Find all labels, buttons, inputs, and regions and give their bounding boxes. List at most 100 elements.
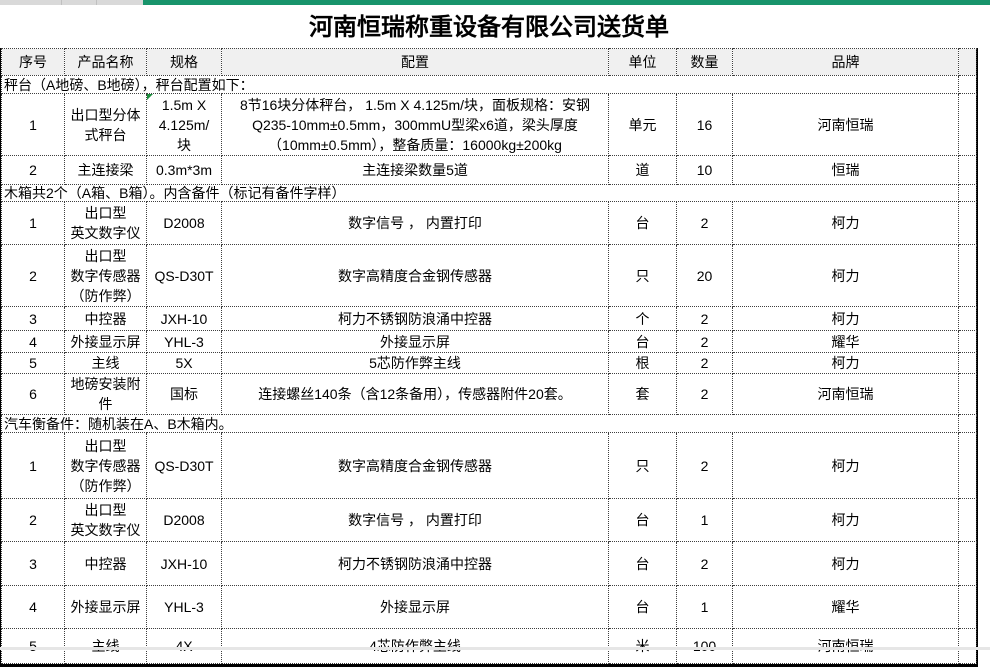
cell-no[interactable]: 3 [1, 306, 65, 331]
cell-pad[interactable] [958, 306, 977, 331]
cell-brand[interactable]: 恒瑞 [732, 155, 959, 185]
cell-qty[interactable]: 10 [676, 155, 733, 185]
cell-qty[interactable]: 2 [676, 541, 733, 586]
cell-unit[interactable]: 台 [608, 541, 677, 586]
cell-product-name[interactable]: 外接显示屏 [64, 585, 147, 629]
cell-pad[interactable] [958, 585, 977, 629]
cell-unit[interactable]: 台 [608, 498, 677, 542]
cell-product-name[interactable]: 主线 [64, 352, 147, 374]
cell-brand[interactable]: 柯力 [732, 352, 959, 374]
cell-unit[interactable]: 只 [608, 244, 677, 307]
cell-pad[interactable] [958, 93, 977, 156]
cell-config[interactable]: 主连接梁数量5道 [221, 155, 609, 185]
cell-spec[interactable]: D2008 [146, 498, 222, 542]
section-label-scale-platform[interactable]: 秤台（A地磅、B地磅），秤台配置如下： [1, 75, 959, 94]
cell-pad[interactable] [958, 498, 977, 542]
cell-config[interactable]: 外接显示屏 [221, 585, 609, 629]
cell-qty[interactable]: 16 [676, 93, 733, 156]
cell-spec[interactable]: 国标 [146, 373, 222, 415]
header-pad-cell[interactable] [958, 48, 977, 76]
header-brand[interactable]: 品牌 [732, 48, 959, 76]
cell-product-name[interactable]: 出口型 英文数字仪 [64, 498, 147, 542]
cell-product-name[interactable]: 主线 [64, 628, 147, 664]
cell-pad[interactable] [958, 352, 977, 374]
cell-qty[interactable]: 2 [676, 373, 733, 415]
cell-no[interactable]: 4 [1, 585, 65, 629]
header-qty[interactable]: 数量 [676, 48, 733, 76]
section-pad-cell[interactable] [958, 184, 977, 202]
cell-product-name[interactable]: 外接显示屏 [64, 330, 147, 353]
cell-brand[interactable]: 柯力 [732, 541, 959, 586]
cell-no[interactable]: 2 [1, 155, 65, 185]
cell-product-name[interactable]: 出口型 数字传感器 （防作弊） [64, 432, 147, 499]
cell-config[interactable]: 数字高精度合金钢传感器 [221, 432, 609, 499]
cell-qty[interactable]: 2 [676, 352, 733, 374]
cell-no[interactable]: 5 [1, 628, 65, 664]
cell-config[interactable]: 数字信号 ， 内置打印 [221, 498, 609, 542]
cell-config[interactable]: 外接显示屏 [221, 330, 609, 353]
cell-pad[interactable] [958, 373, 977, 415]
cell-no[interactable]: 6 [1, 373, 65, 415]
cell-no[interactable]: 2 [1, 498, 65, 542]
cell-brand[interactable]: 柯力 [732, 201, 959, 245]
cell-product-name[interactable]: 出口型分体 式秤台 [64, 93, 147, 156]
cell-product-name[interactable]: 出口型 英文数字仪 [64, 201, 147, 245]
cell-spec[interactable]: 1.5m X 4.125m/ 块 [146, 93, 222, 156]
cell-config[interactable]: 数字高精度合金钢传感器 [221, 244, 609, 307]
cell-pad[interactable] [958, 155, 977, 185]
section-label-wooden-boxes[interactable]: 木箱共2个（A箱、B箱）。内含备件（标记有备件字样） [1, 184, 959, 202]
header-config[interactable]: 配置 [221, 48, 609, 76]
cell-pad[interactable] [958, 244, 977, 307]
header-spec[interactable]: 规格 [146, 48, 222, 76]
cell-unit[interactable]: 米 [608, 628, 677, 664]
cell-product-name[interactable]: 主连接梁 [64, 155, 147, 185]
cell-brand[interactable]: 耀华 [732, 330, 959, 353]
cell-spec[interactable]: JXH-10 [146, 306, 222, 331]
cell-config[interactable]: 柯力不锈钢防浪涌中控器 [221, 306, 609, 331]
header-product-name[interactable]: 产品名称 [64, 48, 147, 76]
cell-config[interactable]: 数字信号 ， 内置打印 [221, 201, 609, 245]
cell-pad[interactable] [958, 432, 977, 499]
cell-no[interactable]: 1 [1, 432, 65, 499]
cell-spec[interactable]: 0.3m*3m [146, 155, 222, 185]
cell-no[interactable]: 3 [1, 541, 65, 586]
cell-no[interactable]: 1 [1, 93, 65, 156]
cell-product-name[interactable]: 中控器 [64, 306, 147, 331]
cell-unit[interactable]: 道 [608, 155, 677, 185]
cell-brand[interactable]: 柯力 [732, 306, 959, 331]
cell-unit[interactable]: 单元 [608, 93, 677, 156]
cell-brand[interactable]: 耀华 [732, 585, 959, 629]
cell-unit[interactable]: 套 [608, 373, 677, 415]
cell-unit[interactable]: 台 [608, 201, 677, 245]
cell-spec[interactable]: 4X [146, 628, 222, 664]
cell-qty[interactable]: 2 [676, 306, 733, 331]
cell-config[interactable]: 8节16块分体秤台， 1.5m X 4.125m/块，面板规格：安钢Q235-1… [221, 93, 609, 156]
cell-brand[interactable]: 柯力 [732, 432, 959, 499]
cell-pad[interactable] [958, 201, 977, 245]
cell-product-name[interactable]: 地磅安装附件 [64, 373, 147, 415]
cell-spec[interactable]: D2008 [146, 201, 222, 245]
section-pad-cell[interactable] [958, 75, 977, 94]
header-unit[interactable]: 单位 [608, 48, 677, 76]
cell-no[interactable]: 4 [1, 330, 65, 353]
cell-brand[interactable]: 柯力 [732, 498, 959, 542]
cell-no[interactable]: 1 [1, 201, 65, 245]
cell-pad[interactable] [958, 628, 977, 664]
cell-qty[interactable]: 100 [676, 628, 733, 664]
header-no[interactable]: 序号 [1, 48, 65, 76]
cell-no[interactable]: 2 [1, 244, 65, 307]
cell-unit[interactable]: 根 [608, 352, 677, 374]
section-pad-cell[interactable] [958, 414, 977, 433]
cell-config[interactable]: 柯力不锈钢防浪涌中控器 [221, 541, 609, 586]
cell-qty[interactable]: 2 [676, 201, 733, 245]
cell-unit[interactable]: 只 [608, 432, 677, 499]
cell-no[interactable]: 5 [1, 352, 65, 374]
cell-unit[interactable]: 台 [608, 585, 677, 629]
cell-spec[interactable]: 5X [146, 352, 222, 374]
cell-unit[interactable]: 台 [608, 330, 677, 353]
cell-config[interactable]: 4芯防作弊主线 [221, 628, 609, 664]
cell-qty[interactable]: 2 [676, 330, 733, 353]
cell-brand[interactable]: 柯力 [732, 244, 959, 307]
cell-unit[interactable]: 个 [608, 306, 677, 331]
cell-product-name[interactable]: 出口型 数字传感器 （防作弊） [64, 244, 147, 307]
